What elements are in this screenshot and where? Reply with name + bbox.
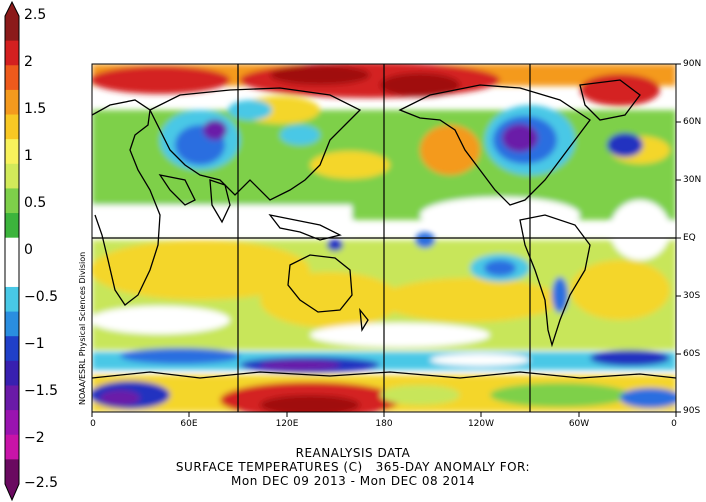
colorbar-top-arrow <box>5 2 19 16</box>
colorbar-frame <box>4 0 20 502</box>
chart-title-line1: REANALYSIS DATA <box>295 446 411 460</box>
lon-label: 120E <box>275 419 299 429</box>
colorbar-label: −1.5 <box>24 383 58 399</box>
colorbar-band <box>5 459 19 485</box>
lat-label: EQ <box>683 233 696 243</box>
colorbar-label: −2.5 <box>24 475 58 491</box>
lat-label: 90S <box>683 406 701 416</box>
lat-label: 30S <box>683 291 701 301</box>
lon-label: 60W <box>568 419 590 429</box>
colorbar-band <box>5 65 19 91</box>
colorbar-label: 0 <box>24 242 33 258</box>
colorbar-band <box>5 163 19 189</box>
colorbar-band <box>5 89 19 116</box>
colorbar-band <box>5 213 19 239</box>
colorbar <box>4 0 20 502</box>
credit-text: NOAA/ESRL Physical Sciences Division <box>78 251 87 405</box>
lat-label: 30N <box>683 175 702 185</box>
lon-label: 0 <box>671 419 677 429</box>
colorbar-label: 2 <box>24 54 33 70</box>
colorbar-label: 2.5 <box>24 7 47 23</box>
colorbar-band <box>5 311 19 337</box>
colorbar-label: −0.5 <box>24 289 58 305</box>
colorbar-label: 0.5 <box>24 195 47 211</box>
chart-title-line2: SURFACE TEMPERATURES (C) 365-DAY ANOMALY… <box>175 460 531 474</box>
lon-label: 60E <box>180 419 198 429</box>
lon-label: 180 <box>375 419 393 429</box>
colorbar-band <box>5 360 19 386</box>
lon-label: 120W <box>467 419 495 429</box>
colorbar-band <box>5 237 19 263</box>
colorbar-bottom-arrow <box>5 484 19 500</box>
lat-label: 60S <box>683 349 701 359</box>
grid-lines <box>92 64 676 412</box>
colorbar-band <box>5 188 19 214</box>
lat-label: 60N <box>683 117 702 127</box>
colorbar-label: −1 <box>24 336 45 352</box>
colorbar-band <box>5 40 19 66</box>
colorbar-label: −2 <box>24 430 45 446</box>
colorbar-label: 1 <box>24 148 33 164</box>
colorbar-band <box>5 262 19 288</box>
colorbar-band <box>5 385 19 411</box>
chart-title-line3: Mon DEC 09 2013 - Mon DEC 08 2014 <box>231 474 475 488</box>
axis-ticks <box>91 63 681 417</box>
lat-label: 90N <box>683 59 702 69</box>
colorbar-band <box>5 434 19 460</box>
anomaly-field <box>92 64 676 412</box>
lon-label: 0 <box>90 419 96 429</box>
colorbar-band <box>5 16 19 42</box>
colorbar-band <box>5 286 19 313</box>
colorbar-label: 1.5 <box>24 101 47 117</box>
colorbar-band <box>5 114 19 140</box>
colorbar-band <box>5 410 19 436</box>
coastlines <box>92 79 676 379</box>
colorbar-band <box>5 139 19 165</box>
colorbar-band <box>5 336 19 362</box>
